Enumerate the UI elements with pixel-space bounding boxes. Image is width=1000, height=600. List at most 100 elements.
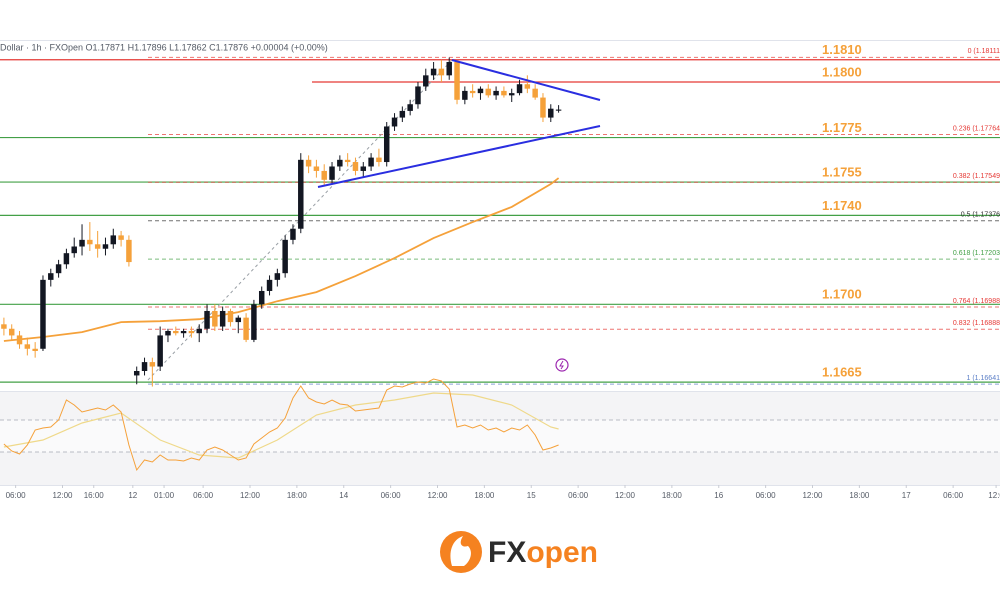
- level-label: 1.1800: [822, 64, 862, 79]
- logo-prefix: FX: [488, 536, 526, 569]
- logo: FXopen: [440, 531, 598, 573]
- candle-body: [79, 239, 85, 247]
- fib-label: 0.764 (1.16988: [953, 298, 1000, 305]
- logo-icon-shape: [450, 536, 471, 566]
- x-tick-label: 06:00: [943, 491, 964, 500]
- level-label: 1.1665: [822, 365, 862, 380]
- x-tick-label: 06:00: [756, 491, 777, 500]
- candle-body: [298, 159, 304, 229]
- x-tick-label: 14: [339, 491, 348, 500]
- candle-body: [391, 117, 398, 127]
- candle-body: [204, 310, 210, 329]
- candle-body: [415, 86, 421, 105]
- candle-body: [376, 157, 382, 163]
- candle-body: [16, 335, 23, 345]
- x-tick-label: 12: [128, 491, 137, 500]
- x-tick-label: 16: [714, 491, 723, 500]
- candle-body: [368, 157, 374, 167]
- candle-body: [63, 253, 70, 265]
- candle-body: [110, 235, 117, 245]
- candle-body: [258, 290, 265, 305]
- trendline-lower: [317, 125, 601, 188]
- candle-body: [102, 244, 109, 249]
- fib-label: 0.236 (1.17764: [953, 125, 1000, 132]
- candle-body: [274, 273, 281, 280]
- candle-body: [251, 304, 257, 340]
- candle-body: [282, 239, 288, 274]
- fib-label: 0.618 (1.17203: [953, 250, 1000, 257]
- candle-body: [524, 84, 531, 89]
- x-tick-label: 01:00: [154, 491, 175, 500]
- x-tick-label: 15: [527, 491, 536, 500]
- logo-text: FXopen: [488, 536, 598, 569]
- oscillator-band: [0, 420, 1000, 452]
- fib-label: 0 (1.18111: [968, 48, 1000, 55]
- candle-body: [454, 62, 460, 100]
- candle-body: [94, 244, 101, 249]
- candle-body: [337, 159, 343, 167]
- oscillator-line: [3, 378, 559, 472]
- candle-body: [305, 159, 312, 167]
- candles: [1, 57, 562, 387]
- candle-body: [243, 317, 249, 340]
- candle-body: [477, 88, 484, 94]
- candle-body: [446, 62, 452, 76]
- candle-body: [8, 328, 15, 336]
- candle-body: [173, 330, 179, 334]
- x-tick-label: 12:0: [988, 491, 1000, 500]
- candle-body: [219, 310, 226, 327]
- oscillator-signal: [3, 392, 559, 459]
- candle-body: [329, 166, 335, 180]
- candle-body: [118, 235, 124, 240]
- x-tick-label: 12:00: [52, 491, 73, 500]
- candle-body: [1, 324, 7, 329]
- event-icon: [555, 358, 569, 372]
- level-label: 1.1755: [822, 164, 862, 179]
- x-tick-label: 12:00: [240, 491, 261, 500]
- candle-body: [501, 90, 507, 96]
- trendline-upper: [451, 59, 601, 101]
- x-tick-label: 18:00: [662, 491, 683, 500]
- candle-body: [157, 335, 163, 367]
- candle-body: [352, 162, 359, 171]
- candle-body: [313, 166, 320, 171]
- x-tick-label: 06:00: [6, 491, 27, 500]
- oscillator: [0, 378, 1000, 472]
- candle-body: [126, 239, 132, 263]
- x-tick-label: 06:00: [381, 491, 402, 500]
- candle-body: [133, 370, 140, 376]
- x-tick-label: 17: [902, 491, 911, 500]
- candle-body: [508, 93, 515, 96]
- fib-label: 0.382 (1.17549: [953, 173, 1000, 180]
- x-tick-label: 06:00: [193, 491, 214, 500]
- candle-body: [548, 108, 554, 118]
- candle-body: [485, 88, 492, 96]
- candle-body: [32, 348, 38, 351]
- x-tick-label: 12:00: [615, 491, 636, 500]
- level-label: 1.1700: [822, 287, 862, 302]
- candle-body: [71, 246, 77, 254]
- level-label: 1.1775: [822, 120, 862, 135]
- candle-body: [212, 310, 218, 327]
- candle-body: [227, 310, 234, 323]
- candle-body: [516, 84, 523, 94]
- candle-body: [87, 239, 93, 245]
- candle-body: [188, 330, 195, 334]
- candle-body: [399, 110, 406, 118]
- candle-body: [344, 159, 351, 163]
- candle-body: [180, 330, 187, 334]
- candle-body: [196, 328, 202, 334]
- moving-average-line: [3, 177, 560, 342]
- candle-body: [423, 75, 429, 87]
- candle-body: [462, 90, 468, 100]
- labels: 06:00 12:00 16:00 12 01:00 06:00 12:00 18:00 14 0…: [6, 42, 1000, 500]
- x-tick-label: 18:00: [287, 491, 308, 500]
- logo-suffix: open: [526, 536, 598, 569]
- candle-body: [40, 279, 46, 349]
- candle-body: [430, 68, 437, 76]
- chart-header: Dollar · 1h · FXOpen O1.17871 H1.17896 L…: [0, 42, 328, 52]
- candle-body: [360, 166, 367, 171]
- x-tick-label: 18:00: [474, 491, 495, 500]
